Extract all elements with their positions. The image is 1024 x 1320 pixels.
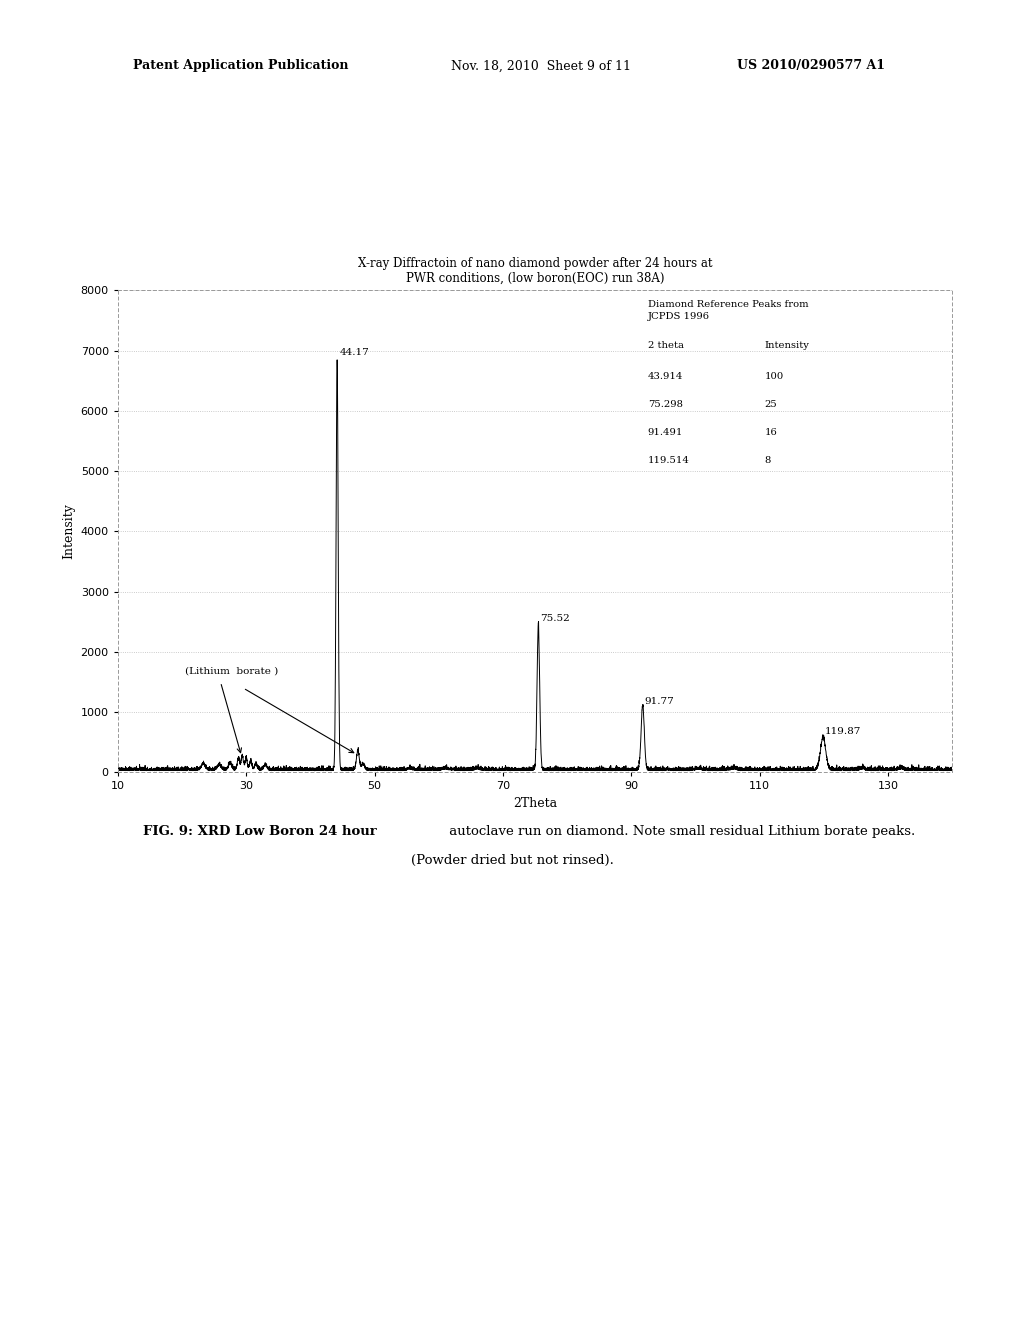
- Text: autoclave run on diamond. Note small residual Lithium borate peaks.: autoclave run on diamond. Note small res…: [445, 825, 915, 838]
- Text: 75.52: 75.52: [541, 614, 570, 623]
- Text: (Powder dried but not rinsed).: (Powder dried but not rinsed).: [411, 854, 613, 867]
- Text: (Lithium  borate ): (Lithium borate ): [185, 667, 279, 676]
- Text: 8: 8: [765, 457, 771, 465]
- Text: 119.514: 119.514: [648, 457, 689, 465]
- Text: Diamond Reference Peaks from
JCPDS 1996: Diamond Reference Peaks from JCPDS 1996: [648, 300, 808, 321]
- Text: 2 theta: 2 theta: [648, 341, 684, 350]
- Text: 43.914: 43.914: [648, 372, 683, 381]
- Text: 100: 100: [765, 372, 783, 381]
- Text: 44.17: 44.17: [339, 347, 369, 356]
- Text: Nov. 18, 2010  Sheet 9 of 11: Nov. 18, 2010 Sheet 9 of 11: [451, 59, 631, 73]
- Y-axis label: Intensity: Intensity: [62, 503, 75, 560]
- Text: 75.298: 75.298: [648, 400, 683, 409]
- Text: US 2010/0290577 A1: US 2010/0290577 A1: [737, 59, 886, 73]
- Text: 91.491: 91.491: [648, 428, 683, 437]
- X-axis label: 2Theta: 2Theta: [513, 797, 557, 809]
- Text: FIG. 9: XRD Low Boron 24 hour: FIG. 9: XRD Low Boron 24 hour: [143, 825, 377, 838]
- Text: 25: 25: [765, 400, 777, 409]
- Text: 119.87: 119.87: [824, 727, 861, 737]
- Text: Patent Application Publication: Patent Application Publication: [133, 59, 348, 73]
- Text: 91.77: 91.77: [644, 697, 674, 706]
- Title: X-ray Diffractoin of nano diamond powder after 24 hours at
PWR conditions, (low : X-ray Diffractoin of nano diamond powder…: [357, 257, 713, 285]
- Text: Intensity: Intensity: [765, 341, 809, 350]
- Text: 16: 16: [765, 428, 777, 437]
